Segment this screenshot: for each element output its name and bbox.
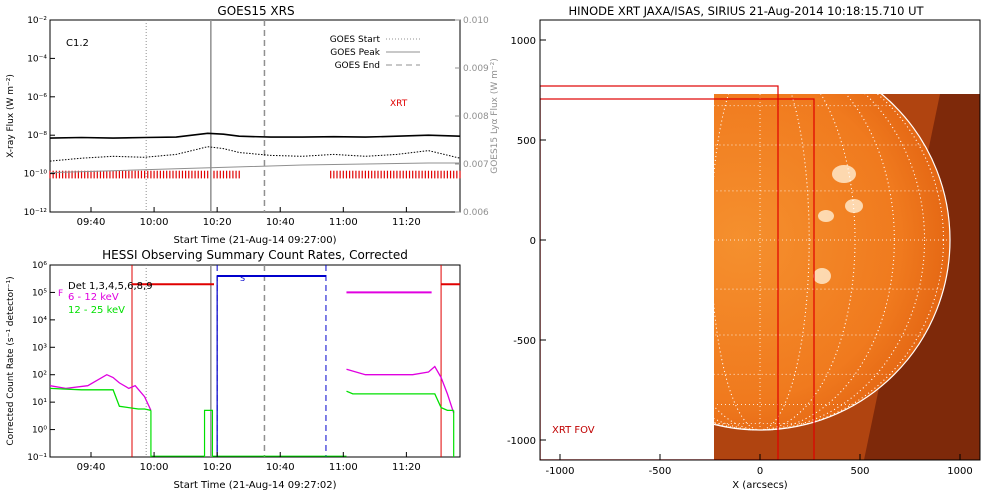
hessi-y-tick-label: 10⁻¹: [27, 453, 47, 463]
hessi-x-tick-label: 09:40: [77, 462, 106, 473]
goes-class-label: C1.2: [66, 38, 89, 49]
goes-series: [49, 132, 461, 174]
goes-y-tick-label: 10⁻⁴: [27, 54, 47, 64]
hinode-x-tick-label: 500: [850, 466, 869, 477]
goes-y-tick-label: 10⁻⁸: [27, 131, 47, 141]
hinode-y-tick-label: -1000: [507, 436, 536, 447]
goes-y2-tick-label: 0.008: [463, 112, 489, 122]
legend-6-12: 6 - 12 keV: [68, 292, 119, 303]
hinode-x-ticks: -1000 -500 0 500 1000: [545, 454, 973, 477]
hessi-title: HESSI Observing Summary Count Rates, Cor…: [102, 248, 408, 262]
goes-y-tick-label: 10⁻⁶: [27, 93, 47, 103]
hessi-x-ticks: 09:40 10:00 10:20 10:40 11:00 11:20: [77, 452, 421, 473]
hessi-vertical-lines: [131, 265, 442, 457]
goes-xlabel: Start Time (21-Aug-14 09:27:00): [173, 235, 336, 246]
goes-y2-tick-label: 0.010: [463, 16, 489, 26]
goes-y-ticks: 10⁻¹² 10⁻¹⁰ 10⁻⁸ 10⁻⁶ 10⁻⁴ 10⁻²: [24, 16, 55, 218]
hinode-y-tick-label: 500: [517, 136, 536, 147]
hessi-x-tick-label: 10:00: [140, 462, 169, 473]
goes-panel: GOES15 XRS 09:40 10:00 10:20 10:40 11:00 11:2…: [6, 4, 500, 246]
image-mask-top: [540, 20, 980, 94]
goes-y2-ticks: 0.006 0.007 0.008 0.009 0.010: [455, 16, 489, 218]
hessi-x-tick-label: 11:00: [329, 462, 358, 473]
hessi-y-tick-label: 10⁴: [32, 316, 47, 326]
legend-det: Det 1,3,4,5,6,8,9: [68, 281, 153, 292]
solar-image: [540, 20, 980, 460]
legend-goes-end: GOES End: [335, 61, 380, 71]
hessi-y-ticks: 10⁻¹ 10⁰ 10¹ 10² 10³ 10⁴ 10⁵ 10⁶: [27, 261, 55, 463]
hessi-x-tick-label: 11:20: [392, 462, 421, 473]
hinode-panel: HINODE XRT JAXA/ISAS, SIRIUS 21-Aug-2014…: [507, 4, 981, 491]
hinode-x-tick-label: -1000: [545, 466, 574, 477]
hessi-y-tick-label: 10¹: [32, 398, 47, 408]
hessi-series-line: [346, 365, 455, 414]
goes-frame: [49, 19, 461, 213]
goes-series-line-1: [49, 146, 461, 162]
hinode-y-tick-label: 1000: [511, 36, 536, 47]
hinode-x-tick-label: -500: [649, 466, 672, 477]
hinode-y-tick-label: -500: [513, 336, 536, 347]
hessi-x-tick-label: 10:40: [266, 462, 295, 473]
goes-y-tick-label: 10⁻¹²: [24, 208, 48, 218]
hessi-series-line: [49, 387, 152, 412]
goes-event-markers: [145, 20, 266, 212]
hessi-ylabel: Corrected Count Rate (s⁻¹ detector⁻¹): [6, 276, 16, 445]
goes-x-ticks: 09:40 10:00 10:20 10:40 11:00 11:20: [77, 207, 421, 228]
goes-x-tick-label: 09:40: [77, 217, 106, 228]
hinode-title: HINODE XRT JAXA/ISAS, SIRIUS 21-Aug-2014…: [568, 4, 924, 18]
hinode-x-tick-label: 0: [757, 466, 763, 477]
hessi-y-tick-label: 10⁰: [32, 426, 47, 436]
goes-series-line-0: [49, 132, 461, 139]
hessi-legend: Det 1,3,4,5,6,8,9 6 - 12 keV 12 - 25 keV…: [58, 274, 245, 316]
goes-y2-tick-label: 0.006: [463, 208, 489, 218]
hessi-x-tick-label: 10:20: [203, 462, 232, 473]
goes-night-bars: [49, 170, 461, 179]
hessi-y-tick-label: 10²: [32, 371, 47, 381]
hessi-xlabel: Start Time (21-Aug-14 09:27:02): [173, 480, 336, 491]
goes-x-tick-label: 11:00: [329, 217, 358, 228]
active-region: [813, 268, 831, 284]
goes-x-tick-label: 10:20: [203, 217, 232, 228]
legend-goes-start: GOES Start: [330, 35, 381, 45]
goes-series-line-2: [49, 162, 460, 174]
xrt-fov-label: XRT FOV: [552, 425, 595, 436]
goes-y2-tick-label: 0.009: [463, 64, 489, 74]
active-region: [832, 165, 856, 183]
fov-boxes: [540, 85, 815, 460]
legend-goes-peak: GOES Peak: [330, 48, 380, 58]
hessi-y-tick-label: 10³: [32, 343, 47, 353]
hessi-series-line: [49, 373, 152, 411]
hessi-y-tick-label: 10⁵: [32, 288, 47, 298]
hinode-x-tick-label: 1000: [947, 466, 972, 477]
goes-title: GOES15 XRS: [217, 4, 294, 18]
hinode-y-ticks: -1000 -500 0 500 1000: [507, 36, 546, 447]
goes-x-tick-label: 10:00: [140, 217, 169, 228]
fov-box: [540, 85, 779, 460]
hessi-frame: [49, 264, 461, 458]
flag-s: S: [240, 274, 245, 283]
goes-y2-tick-label: 0.007: [463, 160, 489, 170]
goes-x-tick-label: 10:40: [266, 217, 295, 228]
hessi-panel: HESSI Observing Summary Count Rates, Cor…: [6, 248, 461, 491]
hessi-green-spike: [203, 409, 214, 457]
hessi-y-tick-label: 10⁶: [32, 261, 47, 271]
fov-box: [540, 98, 815, 460]
legend-12-25: 12 - 25 keV: [68, 305, 125, 316]
active-region: [818, 210, 834, 222]
goes-x-tick-label: 11:20: [392, 217, 421, 228]
goes-y-tick-label: 10⁻¹⁰: [24, 170, 48, 180]
goes-xrt-label: XRT: [390, 99, 408, 109]
active-region: [845, 199, 863, 213]
goes-legend: GOES Start GOES Peak GOES End: [330, 35, 420, 71]
hessi-series: [49, 274, 460, 457]
hinode-y-tick-label: 0: [530, 236, 536, 247]
hinode-xlabel: X (arcsecs): [732, 480, 788, 491]
goes-ylabel: X-ray Flux (W m⁻²): [6, 74, 16, 158]
goes-y2label: GOES15 Lyα Flux (W m⁻²): [490, 58, 500, 174]
goes-y-tick-label: 10⁻²: [27, 16, 47, 26]
hessi-series-line: [346, 390, 454, 412]
flag-f: F: [58, 289, 63, 299]
